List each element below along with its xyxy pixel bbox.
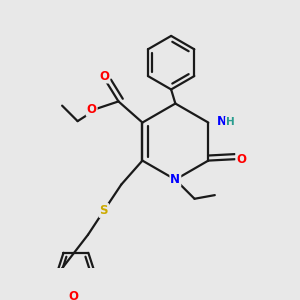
Text: O: O (236, 153, 246, 166)
Text: O: O (69, 290, 79, 300)
Text: O: O (99, 70, 110, 83)
Text: N: N (170, 173, 180, 186)
Text: H: H (226, 117, 235, 127)
Text: O: O (87, 103, 97, 116)
Text: S: S (100, 204, 108, 217)
Text: N: N (217, 116, 227, 128)
